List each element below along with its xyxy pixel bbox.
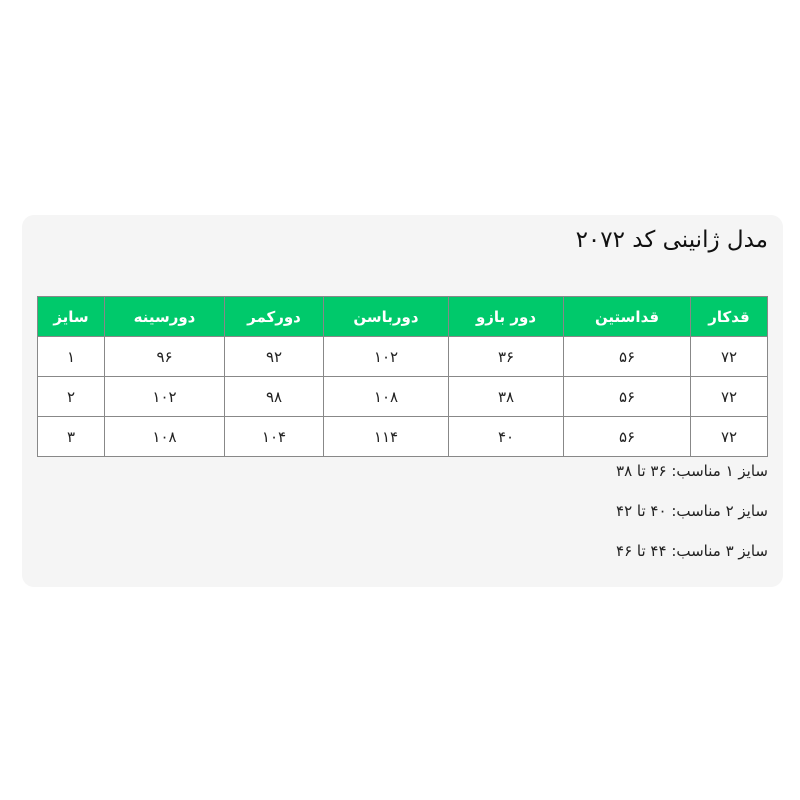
size-notes: سایز ۱ مناسب: ۳۶ تا ۳۸ سایز ۲ مناسب: ۴۰ … [616,459,768,579]
table-cell: ۱۰۲ [323,336,449,377]
table-cell: ۲ [37,376,105,417]
table-cell: ۵۶ [563,336,691,377]
header-cell: دورباسن [323,296,449,337]
header-cell: دور بازو [448,296,564,337]
table-header-row: قدکار قداستین دور بازو دورباسن دورکمر دو… [37,296,768,337]
header-cell: دورسینه [104,296,225,337]
table-cell: ۱۱۴ [323,416,449,457]
table-cell: ۱۰۸ [323,376,449,417]
table-row: ۷۲ ۵۶ ۳۸ ۱۰۸ ۹۸ ۱۰۲ ۲ [37,376,768,417]
table-cell: ۱۰۲ [104,376,225,417]
size-guide-panel: مدل ژانینی کد ۲۰۷۲ قدکار قداستین دور باز… [22,215,783,587]
table-cell: ۳۸ [448,376,564,417]
table-row: ۷۲ ۵۶ ۳۶ ۱۰۲ ۹۲ ۹۶ ۱ [37,336,768,377]
size-table: قدکار قداستین دور بازو دورباسن دورکمر دو… [37,296,768,457]
table-cell: ۳ [37,416,105,457]
table-cell: ۱۰۸ [104,416,225,457]
size-note: سایز ۱ مناسب: ۳۶ تا ۳۸ [616,462,768,480]
table-cell: ۴۰ [448,416,564,457]
table-cell: ۱۰۴ [224,416,324,457]
size-note: سایز ۲ مناسب: ۴۰ تا ۴۲ [616,502,768,520]
table-cell: ۱ [37,336,105,377]
table-cell: ۷۲ [690,376,768,417]
table-cell: ۷۲ [690,336,768,377]
size-note: سایز ۳ مناسب: ۴۴ تا ۴۶ [616,542,768,560]
page-title: مدل ژانینی کد ۲۰۷۲ [575,227,768,253]
header-cell: دورکمر [224,296,324,337]
table-row: ۷۲ ۵۶ ۴۰ ۱۱۴ ۱۰۴ ۱۰۸ ۳ [37,416,768,457]
header-cell: سایز [37,296,105,337]
table-cell: ۵۶ [563,376,691,417]
table-cell: ۷۲ [690,416,768,457]
header-cell: قدکار [690,296,768,337]
table-cell: ۹۶ [104,336,225,377]
table-cell: ۳۶ [448,336,564,377]
table-cell: ۹۸ [224,376,324,417]
header-cell: قداستین [563,296,691,337]
table-cell: ۵۶ [563,416,691,457]
table-cell: ۹۲ [224,336,324,377]
